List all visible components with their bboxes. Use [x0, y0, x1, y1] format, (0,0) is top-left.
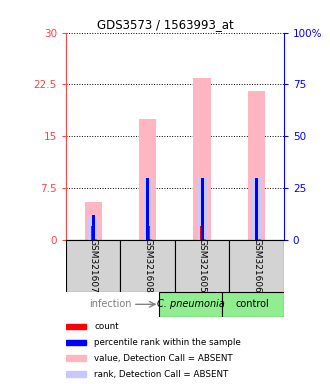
- Text: count: count: [94, 322, 119, 331]
- Text: percentile rank within the sample: percentile rank within the sample: [94, 338, 241, 347]
- Bar: [229, 240, 284, 292]
- Bar: [66, 324, 85, 329]
- Bar: [255, 226, 258, 240]
- Bar: [197, 177, 207, 240]
- Bar: [200, 226, 204, 240]
- Bar: [66, 356, 85, 361]
- Text: GSM321608: GSM321608: [143, 238, 152, 293]
- Bar: [92, 215, 95, 240]
- Bar: [139, 119, 156, 240]
- Bar: [252, 177, 261, 240]
- Text: control: control: [236, 299, 270, 310]
- Text: GSM321607: GSM321607: [89, 238, 98, 293]
- Bar: [248, 91, 265, 240]
- Text: infection: infection: [89, 299, 131, 310]
- Bar: [84, 202, 102, 240]
- Bar: [88, 218, 98, 240]
- Bar: [66, 339, 85, 345]
- Bar: [66, 240, 120, 292]
- Text: value, Detection Call = ABSENT: value, Detection Call = ABSENT: [94, 354, 233, 363]
- Bar: [143, 177, 152, 240]
- Text: C. pneumonia: C. pneumonia: [156, 299, 224, 310]
- Bar: [221, 292, 284, 317]
- Bar: [146, 178, 149, 240]
- Text: GDS3573 / 1563993_at: GDS3573 / 1563993_at: [97, 18, 233, 31]
- Bar: [159, 292, 221, 317]
- Bar: [91, 226, 95, 240]
- Text: GSM321606: GSM321606: [252, 238, 261, 293]
- Bar: [193, 78, 211, 240]
- Bar: [201, 178, 204, 240]
- Text: rank, Detection Call = ABSENT: rank, Detection Call = ABSENT: [94, 370, 229, 379]
- Bar: [66, 371, 85, 377]
- Bar: [255, 178, 258, 240]
- Bar: [175, 240, 229, 292]
- Bar: [120, 240, 175, 292]
- Bar: [146, 226, 149, 240]
- Text: GSM321605: GSM321605: [198, 238, 207, 293]
